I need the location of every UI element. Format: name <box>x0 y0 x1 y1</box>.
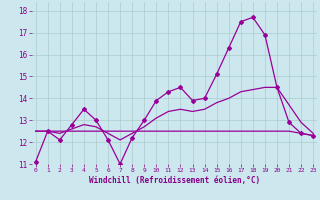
X-axis label: Windchill (Refroidissement éolien,°C): Windchill (Refroidissement éolien,°C) <box>89 176 260 185</box>
